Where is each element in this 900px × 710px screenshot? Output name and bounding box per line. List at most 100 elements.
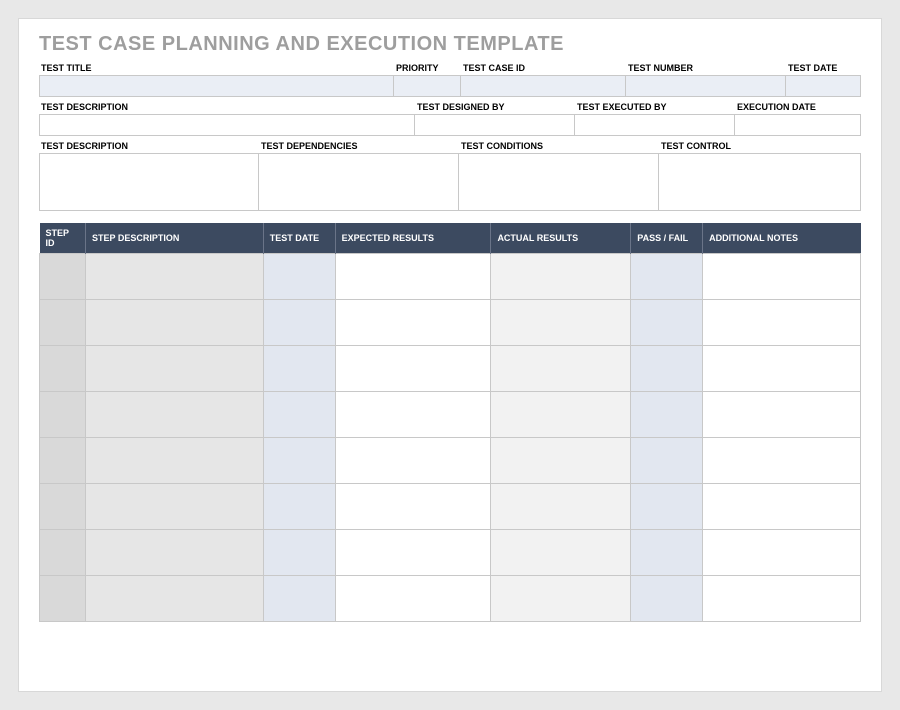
table-cell[interactable]	[491, 392, 631, 438]
table-cell[interactable]	[491, 576, 631, 622]
table-row	[40, 300, 861, 346]
input-priority[interactable]	[394, 75, 461, 97]
table-cell[interactable]	[335, 392, 491, 438]
field-designed-by: TEST DESIGNED BY	[415, 99, 575, 136]
field-test-date: TEST DATE	[786, 60, 861, 97]
table-cell[interactable]	[263, 484, 335, 530]
table-cell[interactable]	[263, 254, 335, 300]
col-expected: EXPECTED RESULTS	[335, 223, 491, 254]
field-control: TEST CONTROL	[659, 138, 861, 211]
table-cell[interactable]	[85, 254, 263, 300]
label-test-date: TEST DATE	[786, 60, 861, 75]
input-test-case-id[interactable]	[461, 75, 626, 97]
table-cell[interactable]	[631, 254, 703, 300]
table-cell[interactable]	[40, 576, 86, 622]
label-test-description-2: TEST DESCRIPTION	[39, 138, 259, 153]
meta-row-1: TEST TITLE PRIORITY TEST CASE ID TEST NU…	[39, 60, 861, 97]
label-test-title: TEST TITLE	[39, 60, 394, 75]
table-cell[interactable]	[703, 346, 861, 392]
input-test-description-2[interactable]	[39, 153, 259, 211]
label-test-number: TEST NUMBER	[626, 60, 786, 75]
table-cell[interactable]	[335, 484, 491, 530]
table-cell[interactable]	[85, 300, 263, 346]
table-cell[interactable]	[335, 254, 491, 300]
table-cell[interactable]	[85, 392, 263, 438]
table-cell[interactable]	[263, 576, 335, 622]
table-cell[interactable]	[631, 300, 703, 346]
table-cell[interactable]	[335, 438, 491, 484]
table-cell[interactable]	[491, 346, 631, 392]
input-executed-by[interactable]	[575, 114, 735, 136]
table-cell[interactable]	[85, 484, 263, 530]
label-test-case-id: TEST CASE ID	[461, 60, 626, 75]
table-cell[interactable]	[631, 576, 703, 622]
table-cell[interactable]	[703, 530, 861, 576]
table-cell[interactable]	[40, 392, 86, 438]
label-dependencies: TEST DEPENDENCIES	[259, 138, 459, 153]
table-row	[40, 576, 861, 622]
table-cell[interactable]	[40, 254, 86, 300]
table-cell[interactable]	[491, 254, 631, 300]
table-cell[interactable]	[335, 576, 491, 622]
table-cell[interactable]	[40, 530, 86, 576]
input-test-title[interactable]	[39, 75, 394, 97]
input-test-date[interactable]	[786, 75, 861, 97]
field-conditions: TEST CONDITIONS	[459, 138, 659, 211]
table-cell[interactable]	[335, 300, 491, 346]
table-cell[interactable]	[703, 300, 861, 346]
table-cell[interactable]	[85, 576, 263, 622]
table-cell[interactable]	[40, 438, 86, 484]
col-notes: ADDITIONAL NOTES	[703, 223, 861, 254]
table-cell[interactable]	[491, 484, 631, 530]
table-cell[interactable]	[263, 346, 335, 392]
table-cell[interactable]	[703, 392, 861, 438]
label-conditions: TEST CONDITIONS	[459, 138, 659, 153]
table-cell[interactable]	[631, 392, 703, 438]
table-row	[40, 484, 861, 530]
table-cell[interactable]	[491, 438, 631, 484]
table-cell[interactable]	[631, 438, 703, 484]
table-cell[interactable]	[85, 438, 263, 484]
label-priority: PRIORITY	[394, 60, 461, 75]
input-control[interactable]	[659, 153, 861, 211]
table-cell[interactable]	[491, 300, 631, 346]
table-cell[interactable]	[335, 346, 491, 392]
field-test-title: TEST TITLE	[39, 60, 394, 97]
table-cell[interactable]	[85, 346, 263, 392]
table-cell[interactable]	[631, 530, 703, 576]
input-test-number[interactable]	[626, 75, 786, 97]
table-cell[interactable]	[335, 530, 491, 576]
table-cell[interactable]	[263, 438, 335, 484]
table-cell[interactable]	[40, 346, 86, 392]
field-test-number: TEST NUMBER	[626, 60, 786, 97]
input-dependencies[interactable]	[259, 153, 459, 211]
table-cell[interactable]	[40, 484, 86, 530]
table-cell[interactable]	[703, 438, 861, 484]
table-cell[interactable]	[263, 392, 335, 438]
table-cell[interactable]	[85, 530, 263, 576]
table-cell[interactable]	[703, 484, 861, 530]
table-cell[interactable]	[263, 530, 335, 576]
table-row	[40, 438, 861, 484]
table-row	[40, 392, 861, 438]
table-row	[40, 346, 861, 392]
input-execution-date[interactable]	[735, 114, 861, 136]
table-cell[interactable]	[703, 254, 861, 300]
col-step-desc: STEP DESCRIPTION	[85, 223, 263, 254]
steps-header-row: STEP ID STEP DESCRIPTION TEST DATE EXPEC…	[40, 223, 861, 254]
label-designed-by: TEST DESIGNED BY	[415, 99, 575, 114]
table-cell[interactable]	[491, 530, 631, 576]
col-pass-fail: PASS / FAIL	[631, 223, 703, 254]
table-row	[40, 530, 861, 576]
table-cell[interactable]	[631, 346, 703, 392]
table-cell[interactable]	[263, 300, 335, 346]
table-cell[interactable]	[703, 576, 861, 622]
input-designed-by[interactable]	[415, 114, 575, 136]
table-cell[interactable]	[631, 484, 703, 530]
label-test-description: TEST DESCRIPTION	[39, 99, 415, 114]
input-test-description[interactable]	[39, 114, 415, 136]
input-conditions[interactable]	[459, 153, 659, 211]
table-cell[interactable]	[40, 300, 86, 346]
field-execution-date: EXECUTION DATE	[735, 99, 861, 136]
steps-table: STEP ID STEP DESCRIPTION TEST DATE EXPEC…	[39, 223, 861, 622]
